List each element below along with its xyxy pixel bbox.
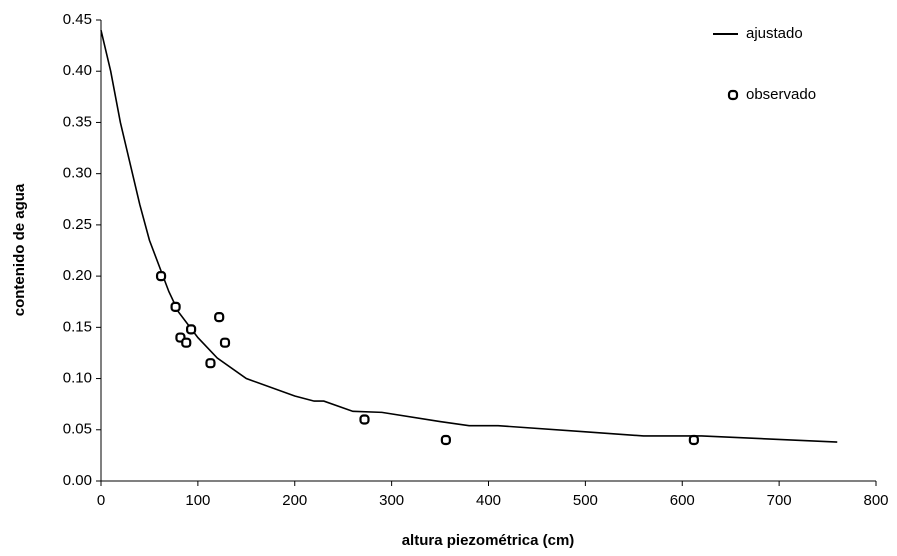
y-tick-label: 0.25 <box>63 216 92 233</box>
x-tick-label: 300 <box>379 492 404 509</box>
y-tick-label: 0.10 <box>63 370 92 387</box>
legend-marker <box>727 89 739 101</box>
x-tick-label: 400 <box>476 492 501 509</box>
y-tick-label: 0.00 <box>63 472 92 489</box>
y-tick-label: 0.20 <box>63 267 92 284</box>
fit-line <box>100 30 838 443</box>
x-tick-label: 600 <box>670 492 695 509</box>
y-tick-label: 0.45 <box>63 11 92 28</box>
marker <box>214 311 225 323</box>
marker <box>155 271 167 282</box>
y-tick-label: 0.35 <box>63 113 92 130</box>
marker <box>359 414 370 425</box>
x-tick-label: 800 <box>863 492 888 509</box>
y-tick-label: 0.15 <box>63 318 92 335</box>
y-tick-label: 0.40 <box>63 62 92 79</box>
marker <box>185 324 197 335</box>
legend-label: ajustado <box>746 25 803 42</box>
x-tick-label: 500 <box>573 492 598 509</box>
marker <box>170 301 181 312</box>
x-axis-title: altura piezométrica (cm) <box>402 532 575 549</box>
marker <box>440 434 451 446</box>
marker <box>219 337 231 348</box>
legend-label: observado <box>746 86 816 103</box>
marker <box>181 337 192 348</box>
y-axis-title: contenido de agua <box>11 183 28 316</box>
y-tick-label: 0.05 <box>63 421 92 438</box>
y-tick-label: 0.30 <box>63 165 92 182</box>
x-tick-label: 0 <box>97 492 105 509</box>
marker <box>688 434 699 446</box>
x-tick-label: 700 <box>767 492 792 509</box>
x-tick-label: 200 <box>282 492 307 509</box>
x-tick-label: 100 <box>185 492 210 509</box>
marker <box>205 358 216 369</box>
